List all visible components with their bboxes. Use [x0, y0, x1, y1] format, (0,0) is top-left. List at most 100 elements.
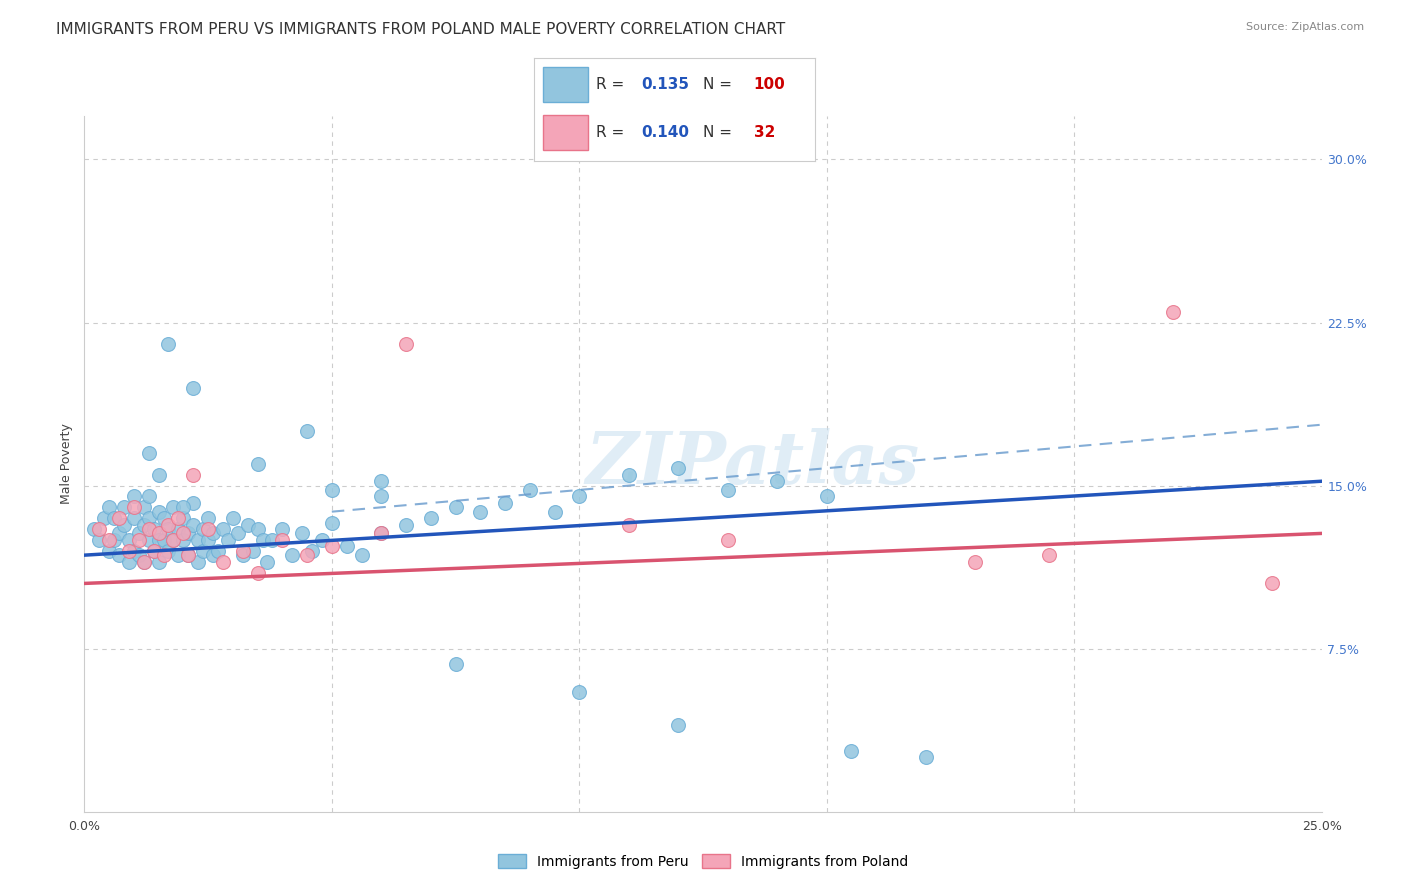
Point: [207, 544, 229, 558]
Point: [321, 483, 343, 497]
Point: [311, 533, 333, 547]
Point: [370, 526, 392, 541]
Point: [370, 475, 392, 489]
Point: [568, 490, 591, 504]
Point: [142, 544, 165, 558]
Point: [181, 467, 204, 482]
Point: [246, 522, 269, 536]
Point: [291, 526, 314, 541]
Point: [162, 533, 184, 547]
Point: [617, 467, 640, 482]
Point: [122, 511, 145, 525]
Point: [172, 500, 194, 515]
Point: [93, 511, 115, 525]
Point: [444, 500, 467, 515]
Point: [181, 496, 204, 510]
Point: [128, 533, 150, 547]
Point: [617, 517, 640, 532]
Point: [132, 555, 155, 569]
Point: [494, 496, 516, 510]
Point: [301, 544, 323, 558]
Point: [98, 500, 121, 515]
Point: [1038, 548, 1060, 562]
Point: [167, 548, 190, 562]
Point: [271, 533, 294, 547]
Text: Source: ZipAtlas.com: Source: ZipAtlas.com: [1246, 22, 1364, 32]
Point: [167, 522, 190, 536]
Legend: Immigrants from Peru, Immigrants from Poland: Immigrants from Peru, Immigrants from Po…: [492, 848, 914, 874]
Point: [965, 555, 987, 569]
Point: [138, 522, 160, 536]
Point: [246, 566, 269, 580]
Point: [766, 475, 789, 489]
Text: N =: N =: [703, 77, 737, 92]
Point: [1261, 576, 1284, 591]
Point: [187, 555, 209, 569]
Point: [162, 500, 184, 515]
Point: [252, 533, 274, 547]
Point: [152, 511, 174, 525]
Point: [370, 490, 392, 504]
Text: IMMIGRANTS FROM PERU VS IMMIGRANTS FROM POLAND MALE POVERTY CORRELATION CHART: IMMIGRANTS FROM PERU VS IMMIGRANTS FROM …: [56, 22, 786, 37]
Point: [395, 517, 418, 532]
Point: [142, 544, 165, 558]
Point: [148, 555, 170, 569]
Text: R =: R =: [596, 77, 630, 92]
Point: [172, 511, 194, 525]
Point: [172, 526, 194, 541]
Point: [232, 548, 254, 562]
Point: [336, 540, 359, 554]
Point: [83, 522, 105, 536]
Point: [128, 548, 150, 562]
Point: [132, 517, 155, 532]
Point: [222, 511, 245, 525]
Point: [89, 522, 111, 536]
Point: [815, 490, 838, 504]
Point: [666, 717, 689, 731]
Text: R =: R =: [596, 126, 630, 140]
Point: [717, 483, 740, 497]
Point: [197, 522, 219, 536]
Point: [112, 500, 135, 515]
Text: ZIPatlas: ZIPatlas: [585, 428, 920, 500]
Point: [177, 548, 200, 562]
Point: [232, 544, 254, 558]
Point: [108, 548, 131, 562]
Point: [187, 533, 209, 547]
Point: [148, 467, 170, 482]
Point: [666, 461, 689, 475]
Point: [138, 533, 160, 547]
Bar: [543, 67, 588, 102]
Point: [132, 500, 155, 515]
Point: [470, 505, 492, 519]
Point: [98, 544, 121, 558]
Point: [321, 516, 343, 530]
Point: [262, 533, 284, 547]
Point: [148, 526, 170, 541]
Point: [543, 505, 565, 519]
Point: [122, 500, 145, 515]
Point: [112, 517, 135, 532]
Point: [256, 555, 278, 569]
Point: [191, 544, 214, 558]
Point: [108, 526, 131, 541]
Point: [122, 544, 145, 558]
Point: [321, 540, 343, 554]
Point: [118, 555, 141, 569]
Point: [370, 526, 392, 541]
Point: [157, 522, 180, 536]
Bar: [543, 115, 588, 150]
Point: [242, 544, 264, 558]
Point: [177, 548, 200, 562]
Point: [132, 555, 155, 569]
Text: N =: N =: [703, 126, 737, 140]
Text: 0.140: 0.140: [641, 126, 689, 140]
Point: [197, 533, 219, 547]
Point: [191, 522, 214, 536]
Point: [152, 533, 174, 547]
Point: [138, 446, 160, 460]
Point: [103, 511, 125, 525]
Point: [717, 533, 740, 547]
Point: [246, 457, 269, 471]
Point: [236, 517, 259, 532]
